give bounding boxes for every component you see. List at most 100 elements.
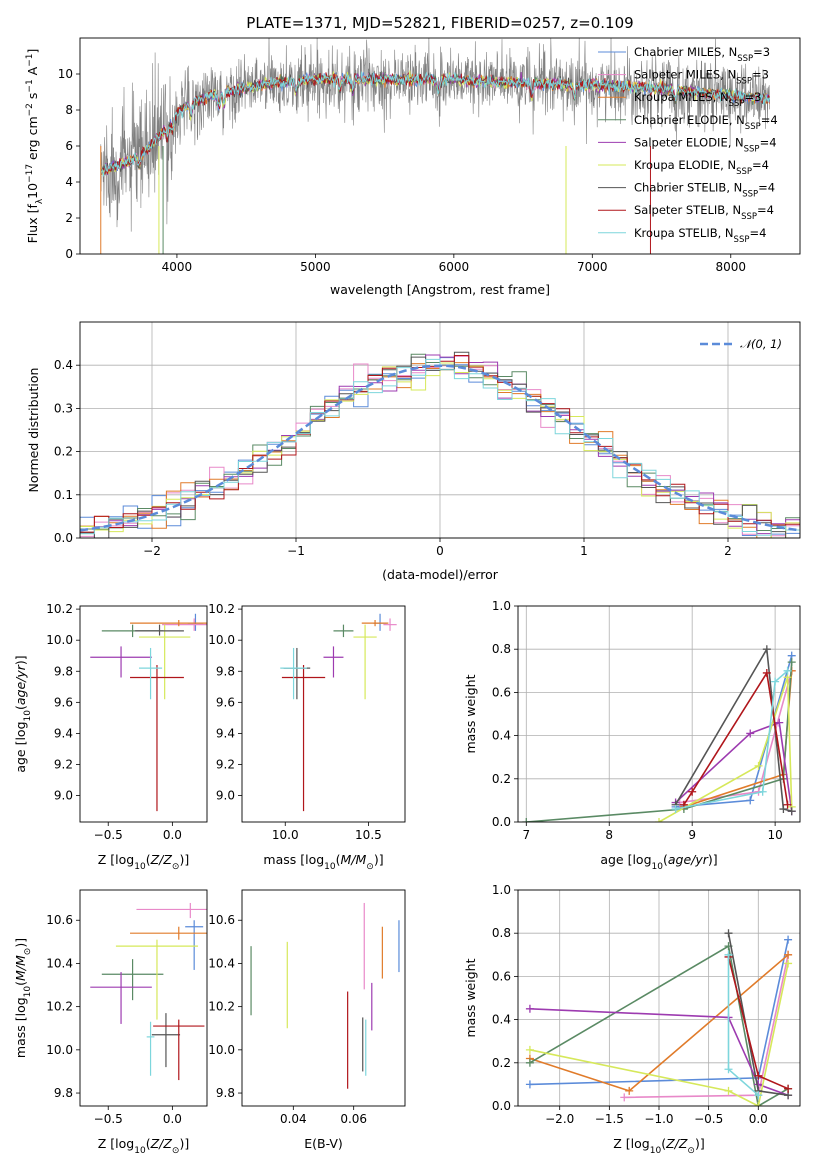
errorbar-salpeter-stelib (281, 665, 326, 812)
plot-area (250, 902, 400, 1089)
point-marker-2 (754, 1091, 763, 1100)
x-axis-label: Z [log10(Z/Z⊙)] (98, 852, 189, 872)
x-tick-label-0: 10.0 (272, 828, 299, 842)
point-marker-0 (522, 818, 531, 822)
x-tick-label-0: −2.0 (545, 1112, 574, 1126)
model-spectrum-kroupa-stelib (100, 71, 770, 177)
errorbar-kroupa-elodie (139, 624, 191, 700)
legend-label-0: Chabrier MILES, NSSP=3 (634, 45, 770, 64)
errorbar-kroupa-stelib (280, 647, 307, 700)
x-tick-label-1: 0.0 (163, 1112, 182, 1126)
x-tick-label-0: 0.04 (280, 1112, 307, 1126)
series-line (529, 944, 789, 1106)
x-tick-label-0: −0.5 (94, 828, 123, 842)
point-marker-2 (771, 677, 780, 686)
point-marker-2 (754, 1102, 763, 1106)
y-tick-label-5: 1.0 (492, 883, 511, 897)
axes-frame (241, 605, 406, 823)
point-marker-1 (762, 645, 771, 654)
errorbar-chabrier-miles (187, 613, 204, 631)
y-tick-label-5: 10.0 (208, 633, 235, 647)
x-tick-label-1: 5000 (300, 260, 331, 274)
y-axis-label: mass [log10(M/M⊙)] (13, 938, 33, 1058)
point-marker-2 (775, 718, 784, 727)
y-axis-label: mass weight (463, 674, 478, 753)
y-tick-label-1: 0.1 (54, 488, 73, 502)
errorbar-chabrier-stelib (135, 624, 184, 636)
y-tick-label-2: 9.4 (54, 726, 73, 740)
point-marker-0 (724, 929, 733, 938)
y-tick-label-0: 9.8 (54, 1086, 73, 1100)
x-axis-label: mass [log10(M/M⊙)] (263, 852, 383, 872)
x-tick-label-2: 0 (436, 544, 444, 558)
axes-frame (517, 889, 801, 1107)
point-marker-1 (688, 787, 697, 796)
errorbar-kroupa-miles (361, 619, 389, 627)
point-marker-1 (754, 1071, 763, 1080)
x-axis-label: E(B-V) (304, 1136, 343, 1151)
point-marker-1 (746, 729, 755, 738)
point-marker-1 (754, 761, 763, 770)
y-tick-label-3: 10.4 (46, 956, 73, 970)
x-tick-label-2: 9 (688, 828, 696, 842)
spectrum-legend: Chabrier MILES, NSSP=3 Salpeter MILES, NS… (598, 45, 778, 245)
plot-area (525, 929, 793, 1106)
plot-area (100, 38, 770, 254)
plot-area (522, 645, 796, 822)
x-tick-label-4: 8000 (715, 260, 746, 274)
y-tick-label-2: 0.2 (54, 445, 73, 459)
y-tick-label-2: 4 (65, 175, 73, 189)
axes-frame (517, 605, 801, 823)
errorbar-chabrier-elodie (333, 624, 354, 638)
series-kroupa-stelib (724, 950, 763, 1100)
y-tick-label-1: 10.0 (46, 1043, 73, 1057)
legend-label-8: Kroupa STELIB, NSSP=4 (634, 226, 766, 245)
y-tick-label-4: 0.4 (54, 358, 73, 372)
series-salpeter-stelib (679, 668, 792, 809)
y-axis-label: mass weight (463, 958, 478, 1037)
series-chabrier-elodie (522, 658, 796, 822)
x-tick-label-1: 0.06 (340, 1112, 367, 1126)
x-tick-label-4: 0.0 (749, 1112, 768, 1126)
point-marker-1 (758, 787, 767, 796)
y-tick-label-0: 0 (65, 247, 73, 261)
x-tick-label-2: 6000 (439, 260, 470, 274)
x-tick-label-4: 2 (724, 544, 732, 558)
x-axis-label: age [log10(age/yr)] (600, 852, 717, 872)
y-tick-label-0: 9.0 (54, 789, 73, 803)
x-tick-label-0: 4000 (162, 260, 193, 274)
plot-area (90, 613, 207, 812)
x-axis-label: Z [log10(Z/Z⊙)] (98, 1136, 189, 1156)
y-tick-label-5: 10.0 (46, 633, 73, 647)
y-tick-label-0: 0.0 (54, 531, 73, 545)
y-tick-label-5: 10 (58, 67, 73, 81)
series-kroupa-stelib (671, 666, 792, 814)
axes-frame (79, 37, 801, 255)
point-marker-2 (779, 805, 788, 814)
x-tick-label-3: 1 (580, 544, 588, 558)
residual-panel: −2 −1 0 1 2 0.0 0.1 0.2 0.3 0.4 (data-model)/error… (26, 321, 801, 582)
y-tick-label-1: 10.0 (208, 1043, 235, 1057)
point-marker-0 (620, 1093, 629, 1102)
y-tick-label-3: 0.6 (492, 969, 511, 983)
y-tick-label-3: 10.4 (208, 956, 235, 970)
point-marker-2 (784, 950, 793, 959)
point-marker-1 (625, 1086, 634, 1095)
x-tick-label-0: −2 (143, 544, 161, 558)
legend-label-3: Chabrier ELODIE, NSSP=4 (634, 113, 778, 132)
age-vs-mass-panel: 10.0 10.5 9.0 9.2 9.4 9.6 9.8 10.0 10.2 mass [log… (208, 602, 406, 872)
spectrum-panel: 4000 5000 6000 7000 8000 0 2 4 6 8 10 wavelength [A… (25, 37, 801, 297)
x-tick-label-1: −1.5 (595, 1112, 624, 1126)
series-line (526, 662, 793, 822)
y-tick-label-4: 0.8 (492, 642, 511, 656)
point-marker-0 (655, 818, 663, 822)
errorbar-salpeter-elodie (90, 646, 152, 678)
y-tick-label-3: 0.3 (54, 401, 73, 415)
point-marker-3 (783, 666, 792, 675)
errorbar-kroupa-elodie (115, 939, 199, 1020)
series-line (683, 670, 789, 806)
histogram-kroupa-stelib (80, 358, 800, 536)
errorbar-salpeter-stelib (130, 665, 184, 812)
series-line (675, 670, 789, 810)
